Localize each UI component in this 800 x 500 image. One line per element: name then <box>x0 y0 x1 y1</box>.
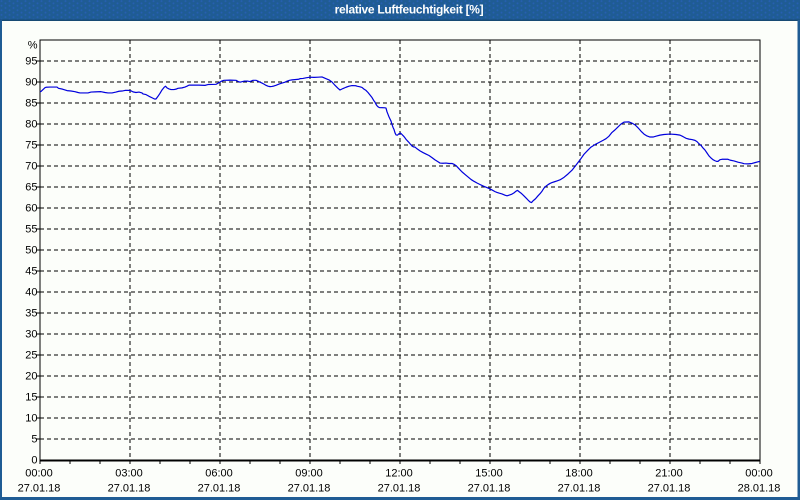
svg-text:70: 70 <box>25 161 37 173</box>
svg-text:35: 35 <box>25 308 37 320</box>
svg-text:5: 5 <box>31 434 37 446</box>
svg-text:95: 95 <box>25 56 37 68</box>
svg-text:28.01.18: 28.01.18 <box>738 483 781 495</box>
svg-text:50: 50 <box>25 245 37 257</box>
svg-text:75: 75 <box>25 140 37 152</box>
svg-text:55: 55 <box>25 224 37 236</box>
svg-text:00:00: 00:00 <box>25 468 53 480</box>
svg-text:relative Luftfeuchtigkeit [%]: relative Luftfeuchtigkeit [%] <box>335 3 484 17</box>
svg-text:25: 25 <box>25 350 37 362</box>
svg-text:27.01.18: 27.01.18 <box>18 483 61 495</box>
svg-text:27.01.18: 27.01.18 <box>648 483 691 495</box>
svg-text:21:00: 21:00 <box>655 468 683 480</box>
svg-text:85: 85 <box>25 98 37 110</box>
svg-text:27.01.18: 27.01.18 <box>468 483 511 495</box>
svg-text:0: 0 <box>31 455 37 467</box>
svg-text:00:00: 00:00 <box>745 468 773 480</box>
svg-text:27.01.18: 27.01.18 <box>108 483 151 495</box>
svg-text:10: 10 <box>25 413 37 425</box>
svg-text:90: 90 <box>25 77 37 89</box>
svg-text:27.01.18: 27.01.18 <box>378 483 421 495</box>
svg-text:12:00: 12:00 <box>385 468 413 480</box>
svg-text:%: % <box>28 40 38 52</box>
svg-text:09:00: 09:00 <box>295 468 323 480</box>
svg-text:15: 15 <box>25 392 37 404</box>
svg-text:27.01.18: 27.01.18 <box>558 483 601 495</box>
svg-text:27.01.18: 27.01.18 <box>198 483 241 495</box>
svg-text:30: 30 <box>25 329 37 341</box>
svg-text:15:00: 15:00 <box>475 468 503 480</box>
svg-text:27.01.18: 27.01.18 <box>288 483 331 495</box>
svg-text:65: 65 <box>25 182 37 194</box>
svg-text:45: 45 <box>25 266 37 278</box>
svg-text:80: 80 <box>25 119 37 131</box>
svg-text:18:00: 18:00 <box>565 468 593 480</box>
svg-text:20: 20 <box>25 371 37 383</box>
svg-text:03:00: 03:00 <box>115 468 143 480</box>
svg-text:60: 60 <box>25 203 37 215</box>
svg-text:40: 40 <box>25 287 37 299</box>
svg-text:06:00: 06:00 <box>205 468 233 480</box>
